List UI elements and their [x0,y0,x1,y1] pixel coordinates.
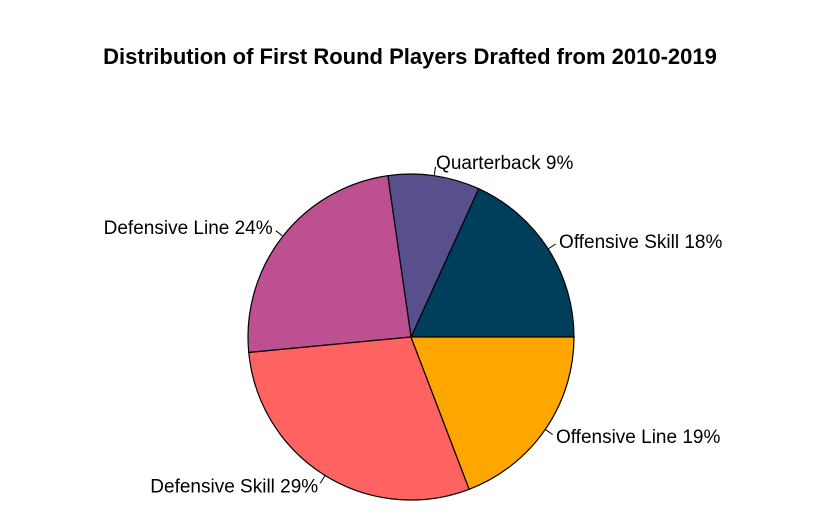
slice-label: Defensive Line 24% [104,218,273,239]
slice-label: Offensive Line 19% [556,427,721,448]
chart-title: Distribution of First Round Players Draf… [103,44,717,69]
pie-slice-defensive-line [247,174,412,354]
label-tick [547,243,556,250]
pie-slice-quarterback [387,173,480,340]
pie-slice-defensive-skill [248,336,470,501]
pie-slice-offensive-line [410,336,575,491]
slice-label: Defensive Skill 29% [150,477,318,498]
label-tick [275,230,284,237]
label-tick [433,166,436,176]
slice-label: Offensive Skill 18% [559,232,722,253]
label-tick [319,475,326,484]
slice-label: Quarterback 9% [436,153,573,174]
label-tick [544,429,553,435]
